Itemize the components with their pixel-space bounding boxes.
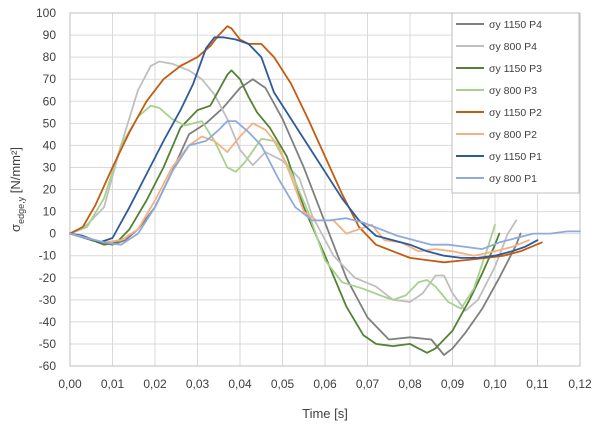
- legend-label: σy 1150 P2: [489, 107, 542, 119]
- legend-label: σy 800 P2: [489, 129, 537, 141]
- x-tick-label: 0,04: [228, 377, 252, 391]
- legend-label: σy 1150 P1: [489, 151, 542, 163]
- legend-label: σy 800 P1: [489, 173, 537, 185]
- y-axis-title-subscript: edge,y: [16, 196, 26, 224]
- x-tick-label: 0,07: [356, 377, 380, 391]
- series-line: [69, 120, 581, 250]
- series-line: [69, 25, 543, 264]
- series-line: [69, 36, 539, 259]
- y-axis-title: σedge,y [N/mm²]: [8, 147, 26, 232]
- legend-label: σy 800 P3: [489, 85, 537, 97]
- y-tick-label: 10: [43, 205, 57, 219]
- y-tick-labels: -60 -50 -40 -30 -20 -10 0 10 20 30 40 50 60 70 80 90 100: [36, 6, 56, 373]
- x-tick-label: 0,01: [101, 377, 125, 391]
- series-line: [69, 122, 530, 257]
- series-line: [69, 78, 522, 356]
- series-line: [69, 60, 518, 312]
- y-tick-label: -60: [39, 359, 57, 373]
- x-tick-label: 0,11: [526, 377, 549, 391]
- x-tick-label: 0,02: [143, 377, 167, 391]
- legend-label: σy 800 P4: [489, 41, 537, 53]
- y-axis-title-symbol: σ: [8, 224, 23, 232]
- legend-label: σy 1150 P3: [489, 63, 542, 75]
- x-tick-label: 0,06: [313, 377, 337, 391]
- x-tick-label: 0,08: [398, 377, 422, 391]
- series-line: [69, 69, 501, 354]
- x-tick-label: 0,09: [441, 377, 465, 391]
- x-tick-label: 0,12: [568, 377, 592, 391]
- y-tick-label: 100: [36, 6, 56, 20]
- y-tick-label: -30: [39, 293, 57, 307]
- plot-border: [69, 12, 581, 367]
- y-tick-label: 30: [43, 160, 57, 174]
- y-tick-label: 40: [43, 138, 57, 152]
- legend-label: σy 1150 P4: [489, 19, 542, 31]
- x-tick-label: 0,10: [483, 377, 507, 391]
- y-axis-title-unit: [N/mm²]: [8, 147, 23, 197]
- y-tick-label: 90: [43, 28, 57, 42]
- series-lines: [69, 25, 581, 356]
- axes: [69, 12, 581, 367]
- x-tick-label: 0,05: [271, 377, 295, 391]
- y-tick-label: -50: [39, 337, 57, 351]
- legend: σy 1150 P4 σy 800 P4 σy 1150 P3 σy 800 P3 σy…: [451, 12, 580, 194]
- x-tick-label: 0,03: [186, 377, 210, 391]
- x-tick-label: 0,00: [58, 377, 82, 391]
- y-tick-label: -20: [39, 271, 57, 285]
- y-tick-label: -10: [39, 249, 57, 263]
- y-tick-label: 50: [43, 116, 57, 130]
- y-tick-label: 0: [49, 227, 56, 241]
- y-tick-label: 60: [43, 94, 57, 108]
- y-tick-label: 70: [43, 72, 57, 86]
- y-tick-label: 80: [43, 50, 57, 64]
- y-tick-label: -40: [39, 315, 57, 329]
- x-axis-title: Time [s]: [302, 406, 348, 421]
- legend-box: [451, 12, 580, 194]
- y-tick-label: 20: [43, 183, 57, 197]
- x-tick-labels: 0,00 0,01 0,02 0,03 0,04 0,05 0,06 0,07 0,08 0,09…: [58, 377, 592, 391]
